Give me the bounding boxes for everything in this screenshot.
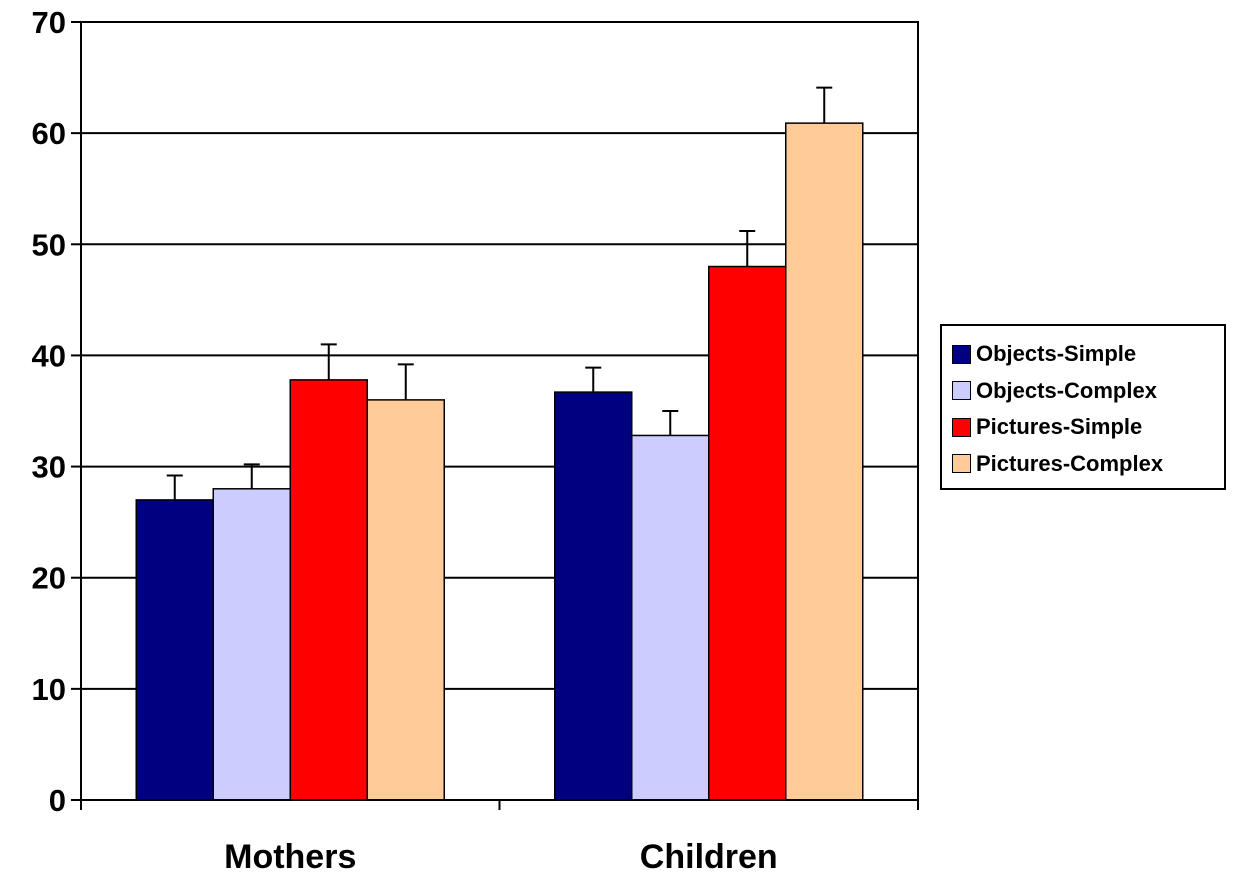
legend-swatch <box>952 344 971 364</box>
y-tick-label: 40 <box>32 338 66 373</box>
legend-swatch <box>952 381 971 401</box>
legend-item: Pictures-Complex <box>952 446 1224 483</box>
legend-swatch <box>952 417 971 437</box>
bar-objects-simple-children <box>554 391 633 801</box>
y-tick-label: 30 <box>32 450 66 485</box>
bar-pictures-simple-children <box>708 265 787 801</box>
legend: Objects-Simple Objects-Complex Pictures-Si… <box>940 324 1226 490</box>
x-category-labels: Mothers Children <box>224 838 778 873</box>
y-tick-label: 0 <box>49 783 66 818</box>
bar-objects-complex-children <box>631 434 710 801</box>
bar-objects-simple-mothers <box>135 499 214 801</box>
legend-label: Objects-Simple <box>976 341 1137 367</box>
legend-item: Pictures-Simple <box>952 409 1224 446</box>
bars-group <box>135 122 864 801</box>
x-category-label: Children <box>640 838 778 873</box>
legend-label: Pictures-Complex <box>976 450 1164 476</box>
error-bars-group <box>166 86 833 500</box>
axes-group <box>71 21 919 810</box>
bar-pictures-complex-children <box>785 122 864 801</box>
y-tick-label: 50 <box>32 227 66 262</box>
y-tick-label: 70 <box>32 5 66 40</box>
legend-label: Pictures-Simple <box>976 414 1143 440</box>
bar-pictures-simple-mothers <box>289 379 368 801</box>
bar-objects-complex-mothers <box>212 488 291 801</box>
legend-item: Objects-Simple <box>952 336 1224 373</box>
y-tick-label: 60 <box>32 116 66 151</box>
bar-pictures-complex-mothers <box>366 399 445 801</box>
legend-item: Objects-Complex <box>952 373 1224 410</box>
x-category-label: Mothers <box>224 838 356 873</box>
y-tick-label: 10 <box>32 672 66 707</box>
y-tick-label: 20 <box>32 561 66 596</box>
legend-swatch <box>952 454 971 474</box>
legend-label: Objects-Complex <box>976 377 1157 403</box>
y-tick-labels: 0 10 20 30 40 50 60 70 <box>32 5 66 818</box>
